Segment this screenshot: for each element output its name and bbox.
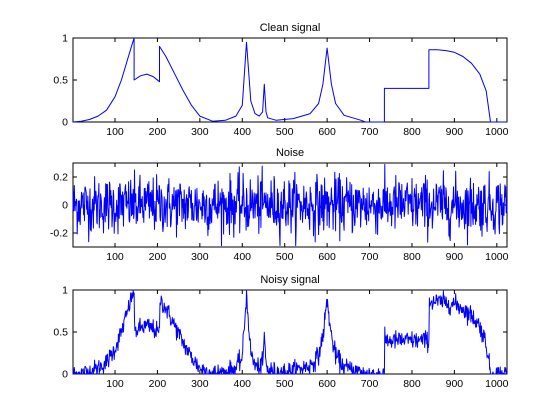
x-tick-label: 500 [276,126,294,138]
x-tick-label: 600 [318,378,336,390]
y-tick-label: 0 [62,200,68,212]
x-tick-label: 200 [149,251,167,263]
x-tick-label: 900 [446,126,464,138]
x-tick-label: 400 [234,126,252,138]
y-tick-label: 0.5 [53,327,68,339]
subplot-title: Clean signal [260,22,321,34]
y-tick-label: 0.5 [53,75,68,87]
x-tick-label: 300 [191,251,209,263]
signal-trace [72,163,508,247]
x-tick-label: 600 [318,251,336,263]
axes-frame [72,289,508,375]
x-tick-label: 400 [234,378,252,390]
x-tick-label: 100 [106,378,124,390]
subplot-3: Noisy signal 100 200 300 400 500 600 700 800 900 1… [53,274,508,390]
x-tick-label: 1000 [485,251,509,263]
subplot-title: Noisy signal [260,274,319,286]
x-tick-label: 200 [149,378,167,390]
x-tick-label: 800 [403,251,421,263]
x-tick-label: 600 [318,126,336,138]
subplot-1: Clean signal 100 200 300 400 500 600 700 800 900 1… [53,22,508,138]
x-tick-label: 300 [191,378,209,390]
x-tick-label: 400 [234,251,252,263]
y-tick-label: -0.2 [50,228,68,240]
x-tick-label: 1000 [485,378,509,390]
x-tick-label: 300 [191,126,209,138]
y-tick-label: 1 [62,33,68,45]
x-tick-label: 200 [149,126,167,138]
x-tick-label: 100 [106,126,124,138]
x-tick-label: 500 [276,378,294,390]
x-tick-label: 700 [361,126,379,138]
signal-trace [72,37,507,123]
x-tick-label: 700 [361,251,379,263]
x-tick-label: 900 [446,251,464,263]
subplot-title: Noise [276,147,304,159]
x-tick-label: 100 [106,251,124,263]
y-tick-label: 0 [62,369,68,381]
x-tick-label: 800 [403,378,421,390]
subplot-2: Noise 100 200 300 400 500 600 700 800 900 1000 -0.2… [50,147,509,263]
x-tick-label: 700 [361,378,379,390]
y-tick-label: 0.2 [53,172,68,184]
x-tick-label: 500 [276,251,294,263]
signal-trace [72,289,508,375]
x-tick-label: 800 [403,126,421,138]
y-tick-label: 0 [62,117,68,129]
x-tick-label: 900 [446,378,464,390]
x-tick-label: 1000 [485,126,509,138]
y-tick-label: 1 [62,285,68,297]
axes-frame [72,37,508,123]
